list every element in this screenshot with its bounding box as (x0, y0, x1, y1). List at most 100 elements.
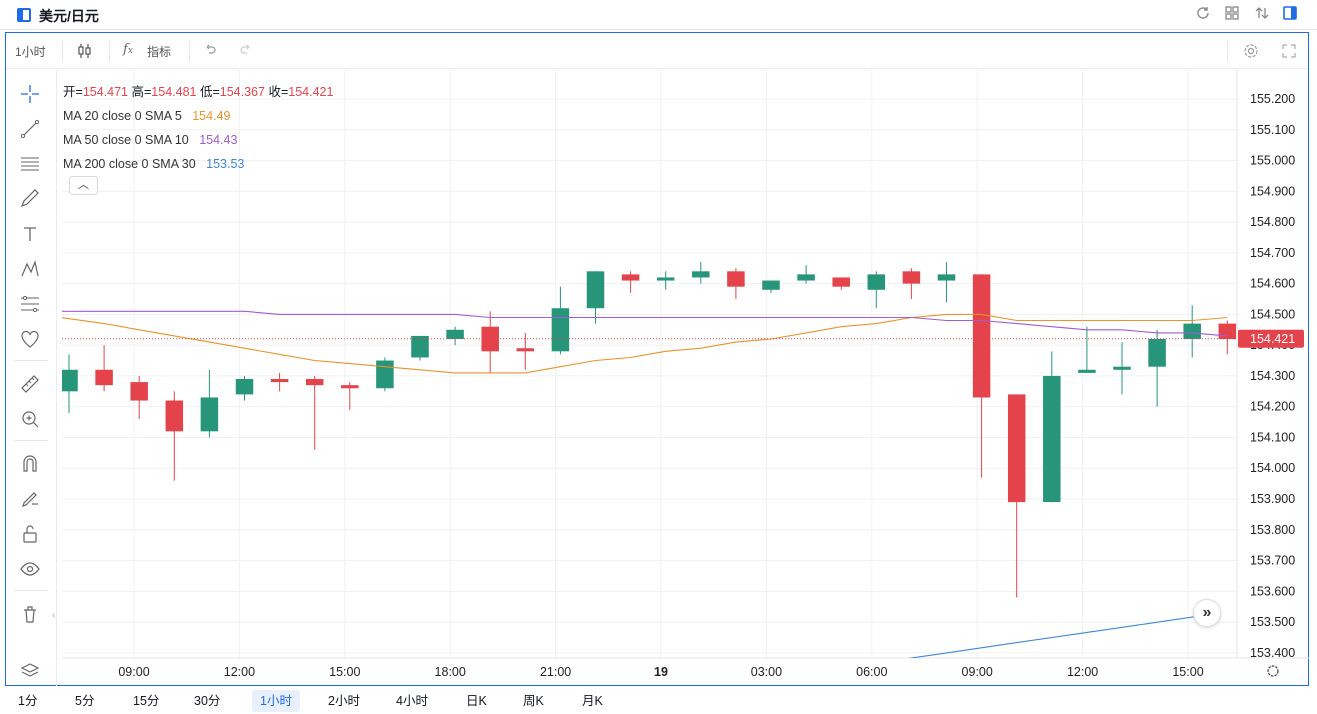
timeframe-1[interactable]: 5分 (75, 694, 95, 708)
eye-icon[interactable] (19, 558, 41, 580)
candle-body[interactable] (621, 274, 640, 281)
ma200-row[interactable]: MA 200 close 0 SMA 30 153.53 (63, 152, 333, 176)
candle-body[interactable] (727, 271, 745, 287)
timeframe-6[interactable]: 4小时 (396, 694, 428, 708)
unlock-icon[interactable] (19, 523, 41, 545)
legend-collapse-chevron-icon[interactable]: ︿ (69, 176, 98, 195)
ma50-row[interactable]: MA 50 close 0 SMA 10 154.43 (63, 128, 333, 152)
trash-icon[interactable] (19, 603, 41, 625)
candle-body[interactable] (411, 335, 429, 358)
candle-body[interactable] (95, 369, 113, 386)
low-label: 低= (199, 85, 220, 99)
indicators-button[interactable]: 指标 (147, 45, 172, 59)
layers-icon[interactable] (19, 660, 41, 682)
ma-line (62, 313, 1228, 374)
candle-body[interactable] (1043, 375, 1061, 503)
candle-body[interactable] (972, 274, 991, 398)
timeframe-5[interactable]: 2小时 (328, 694, 360, 708)
candle-body[interactable] (692, 271, 710, 278)
toolbar-divider (189, 41, 190, 61)
heart-icon[interactable] (19, 328, 41, 350)
candle-body[interactable] (1148, 339, 1166, 367)
timeframe-4[interactable]: 1小时 (252, 690, 300, 712)
timeframe-8[interactable]: 周K (523, 694, 544, 708)
axis-settings-icon[interactable] (1267, 665, 1279, 677)
candle-body[interactable] (200, 397, 219, 432)
candle-body[interactable] (551, 308, 570, 352)
candle-body[interactable] (902, 271, 921, 284)
time-axis-label: 09:00 (962, 665, 993, 679)
grid-layout-icon[interactable] (1222, 5, 1242, 25)
time-axis-label: 09:00 (118, 665, 149, 679)
panel-toggle-icon[interactable] (1280, 5, 1300, 25)
timeframe-2[interactable]: 15分 (133, 694, 160, 708)
timeframe-3[interactable]: 30分 (194, 694, 221, 708)
candle-body[interactable] (165, 400, 184, 432)
candle-body[interactable] (586, 271, 605, 309)
candle-body[interactable] (130, 382, 148, 401)
settings-gear-icon[interactable] (1242, 42, 1260, 65)
ma20-row[interactable]: MA 20 close 0 SMA 5 154.49 (63, 104, 333, 128)
title-bar: 美元/日元 (0, 0, 1317, 30)
candle-body[interactable] (867, 274, 886, 290)
timeframe-9[interactable]: 月K (582, 694, 603, 708)
price-axis-label: 154.100 (1250, 430, 1295, 444)
fullscreen-icon[interactable] (1281, 43, 1297, 64)
ma50-value: 154.43 (199, 133, 238, 147)
price-axis-label: 155.000 (1250, 154, 1295, 168)
candle-body[interactable] (341, 385, 359, 389)
candle-body[interactable] (832, 277, 850, 287)
price-axis-label: 153.900 (1250, 492, 1295, 506)
candle-body[interactable] (516, 348, 535, 352)
crosshair-icon[interactable] (19, 83, 41, 105)
candle-body[interactable] (305, 379, 324, 386)
candle-body[interactable] (235, 379, 254, 395)
candle-body[interactable] (1113, 366, 1131, 370)
horizontal-lines-icon[interactable] (19, 153, 41, 175)
brush-icon[interactable] (19, 188, 41, 210)
text-tool-icon[interactable] (19, 223, 41, 245)
scroll-to-latest-icon[interactable]: » (1193, 599, 1221, 627)
candle-body[interactable] (1218, 323, 1237, 340)
zoom-in-icon[interactable] (19, 408, 41, 430)
trend-line-icon[interactable] (19, 118, 41, 140)
candle-body[interactable] (376, 360, 394, 389)
time-axis-label: 03:00 (751, 665, 782, 679)
collapse-sidebar-chevron-icon[interactable]: ‹ (52, 610, 56, 621)
sidebar-divider (14, 590, 48, 591)
timeframe-7[interactable]: 日K (466, 694, 487, 708)
ma200-value: 153.53 (206, 157, 245, 171)
price-axis-label: 154.700 (1250, 246, 1295, 260)
candle-body[interactable] (1078, 369, 1096, 373)
candle-body[interactable] (270, 379, 289, 383)
timeframe-bar: 1分 5分 15分 30分 1小时 2小时 4小时 日K 周K 月K (0, 688, 1317, 714)
draw-lock-icon[interactable] (19, 488, 41, 510)
price-axis-label: 153.700 (1250, 554, 1295, 568)
candle-type-icon[interactable] (76, 42, 94, 65)
price-axis-label: 154.600 (1250, 277, 1295, 291)
candle-body[interactable] (1007, 394, 1026, 503)
undo-icon[interactable] (203, 43, 217, 62)
interval-selector[interactable]: 1小时 (15, 45, 46, 59)
candle-body[interactable] (797, 274, 815, 281)
sort-icon[interactable] (1252, 5, 1272, 25)
pattern-icon[interactable] (19, 258, 41, 280)
refresh-icon[interactable] (1193, 5, 1213, 25)
candle-body[interactable] (762, 280, 780, 290)
candle-body[interactable] (446, 329, 464, 340)
candle-body[interactable] (1183, 323, 1201, 340)
ruler-icon[interactable] (19, 373, 41, 395)
magnet-icon[interactable] (19, 453, 41, 475)
open-label: 开= (63, 85, 83, 99)
fib-retracement-icon[interactable] (19, 293, 41, 315)
candle-body[interactable] (60, 369, 78, 392)
candle-body[interactable] (937, 274, 956, 281)
time-axis-label: 18:00 (435, 665, 466, 679)
function-icon[interactable]: fx (123, 42, 133, 57)
candle-body[interactable] (481, 326, 499, 352)
timeframe-0[interactable]: 1分 (18, 694, 38, 708)
redo-icon[interactable] (239, 43, 253, 62)
candle-body[interactable] (656, 277, 675, 281)
